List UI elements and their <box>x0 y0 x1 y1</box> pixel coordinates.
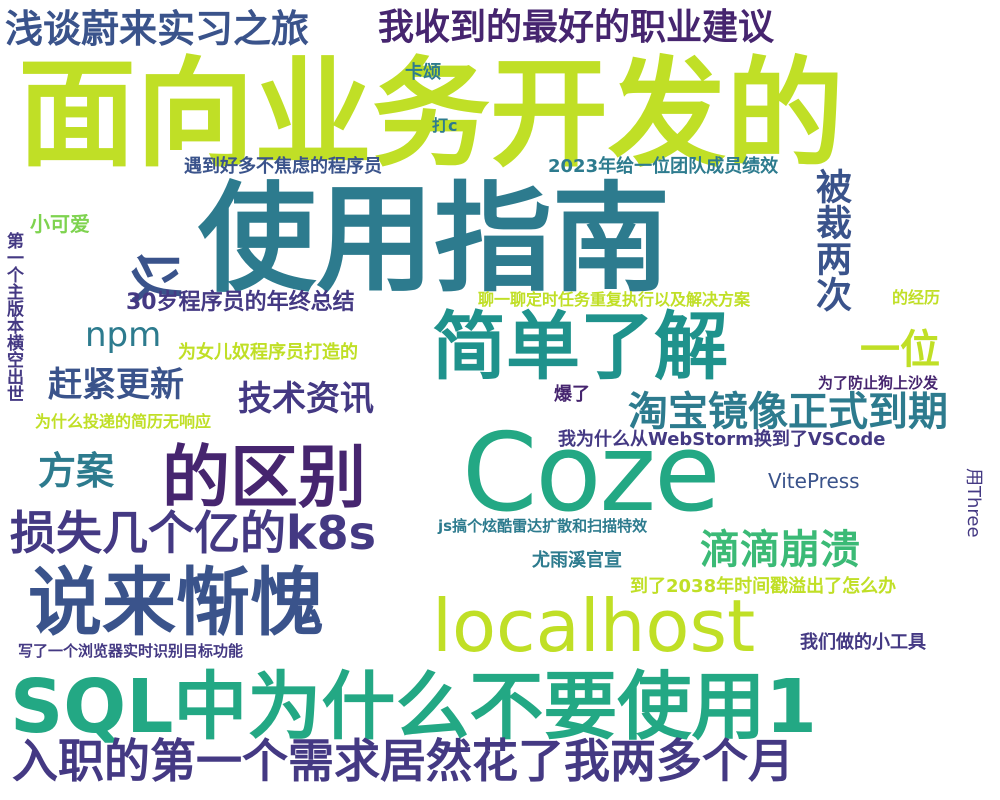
word-leida-texiao: js搞个炫酷雷达扩散和扫描特效 <box>438 517 648 535</box>
word-taobao-jingxiang: 淘宝镜像正式到期 <box>628 389 948 435</box>
word-sunshi-k8s: 损失几个亿的k8s <box>10 506 376 560</box>
word-localhost: localhost <box>432 584 756 668</box>
word-zhiye-jianyi: 我收到的最好的职业建议 <box>378 7 775 48</box>
word-ganjin-gengxin: 赶紧更新 <box>48 365 184 405</box>
word-vitepress: VitePress <box>768 469 860 493</box>
word-ruzhi-xuqiu: 入职的第一个需求居然花了我两多个月 <box>12 734 794 788</box>
word-2023-jixiao: 2023年给一位团队成员绩效 <box>548 156 779 177</box>
word-kasong: 卡颂 <box>405 62 441 83</box>
word-beicai-liangci: 被裁两次 <box>810 168 851 312</box>
word-nvernu: 为女儿奴程序员打造的 <box>178 342 358 363</box>
word-shiyong-zhinan: 使用指南 <box>198 170 671 308</box>
word-yong-three: 用Three <box>963 468 984 538</box>
word-yiwei: 一位 <box>860 327 940 373</box>
word-fangan: 方案 <box>38 449 115 493</box>
word-jiandan-liaojie: 简单了解 <box>432 304 728 390</box>
word-shuolai-cankui: 说来惭愧 <box>28 560 324 646</box>
word-webstorm-vscode: 我为什么从WebStorm换到了VSCode <box>558 429 886 450</box>
word-de-jingli: 的经历 <box>892 288 941 307</box>
word-sql: SQL中为什么不要使用1 <box>10 664 817 750</box>
word-da-c: 打c <box>432 116 458 135</box>
word-bao-le: 爆了 <box>554 384 590 405</box>
word-jianli-wuxiangying: 为什么投递的简历无响应 <box>35 412 212 431</box>
word-30sui: 30岁程序员的年终总结 <box>126 290 355 315</box>
word-mianxiang: 面向业务开发的 <box>18 45 845 183</box>
word-coze: Coze <box>462 411 721 536</box>
word-xiao-gongju: 我们做的小工具 <box>800 632 926 653</box>
word-gou-shafa: 为了防止狗上沙发 <box>818 374 939 392</box>
word-diyige-zhubanben: 第一个主版本横空出世 <box>3 232 23 402</box>
word-npm: npm <box>85 315 162 355</box>
word-2038: 到了2038年时间戳溢出了怎么办 <box>630 576 897 597</box>
word-de-qubie: 的区别 <box>162 439 367 518</box>
word-qiantan-weilai: 浅谈蔚来实习之旅 <box>5 7 310 51</box>
word-didi-bengkui: 滴滴崩溃 <box>700 527 860 573</box>
word-youyuxi: 尤雨溪官宣 <box>532 550 622 571</box>
word-xiao-keai: 小可爱 <box>30 212 90 236</box>
word-dingshi-renwu: 聊一聊定时任务重复执行以及解决方案 <box>478 290 751 309</box>
word-jiaolv-chengxuyuan: 遇到好多不焦虑的程序员 <box>184 156 382 177</box>
word-liulanqi-shibie: 写了一个浏览器实时识别目标功能 <box>18 642 244 660</box>
word-jishu-zixun: 技术资讯 <box>238 379 374 419</box>
